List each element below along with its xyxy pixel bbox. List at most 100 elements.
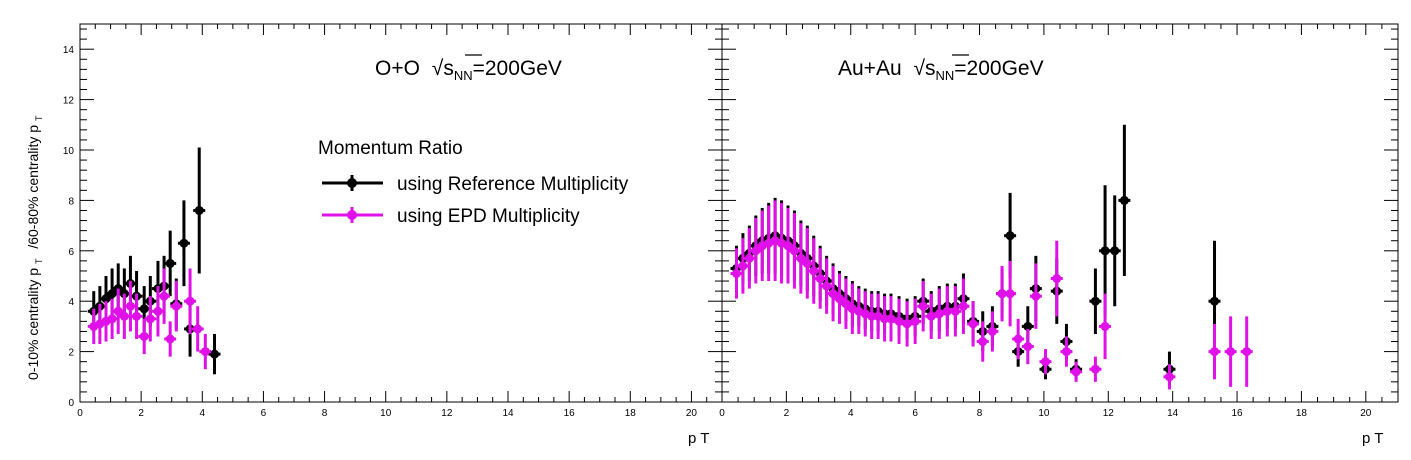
annotation-auau-system: Au+Au [838, 57, 902, 80]
y-axis-title-part1: 0-10% centrality p [25, 268, 41, 380]
data-point [1119, 195, 1129, 205]
x-tick-label: 8 [322, 408, 328, 419]
data-point [171, 301, 181, 311]
data-point [1110, 246, 1120, 256]
y-tick-label: 0 [68, 398, 74, 409]
legend-title: Momentum Ratio [318, 138, 463, 159]
data-point [125, 301, 135, 311]
data-point [1071, 367, 1081, 377]
annotation-oo-energy: =200GeV [473, 57, 562, 80]
data-point [751, 246, 761, 256]
x-tick-label: 4 [848, 408, 854, 419]
legend-epd-marker [347, 210, 357, 220]
y-axis-title-sub1: T [34, 258, 44, 264]
x-tick-label: 2 [138, 408, 144, 419]
data-point [1164, 372, 1174, 382]
y-tick-label: 8 [68, 196, 74, 207]
y-axis-title-sub2: T [34, 115, 44, 121]
data-point [997, 289, 1007, 299]
series-reference [87, 147, 221, 375]
data-point [1013, 334, 1023, 344]
data-point [880, 314, 890, 324]
y-tick-label: 12 [63, 96, 75, 107]
annotation-oo-s: s [443, 57, 454, 80]
annotation-auau-nn: NN [936, 68, 955, 83]
y-tick-label: 6 [68, 247, 74, 258]
annotation-oo-sqrt-sign: √ [432, 57, 444, 80]
legend-epd-label: using EPD Multiplicity [397, 206, 580, 227]
data-point [1023, 342, 1033, 352]
data-point [165, 334, 175, 344]
y-tick-label: 2 [68, 348, 74, 359]
x-axis-title: p T [688, 430, 709, 447]
data-point [809, 266, 819, 276]
data-point [978, 337, 988, 347]
series-epd [730, 200, 1253, 390]
y-tick-label: 4 [68, 297, 74, 308]
data-point [958, 301, 968, 311]
y-axis-title: 0-10% centrality p T /60-80% centrality … [25, 115, 45, 380]
data-point [1061, 347, 1071, 357]
data-point [139, 331, 149, 341]
data-point [1100, 321, 1110, 331]
data-point [834, 294, 844, 304]
data-point [179, 238, 189, 248]
x-tick-label: 18 [1296, 408, 1308, 419]
annotation-auau-sqrt-sign: √ [913, 57, 925, 80]
data-point [165, 258, 175, 268]
data-point [950, 306, 960, 316]
x-tick-label: 12 [441, 408, 453, 419]
data-point [139, 304, 149, 314]
data-point [1242, 347, 1252, 357]
data-point [802, 258, 812, 268]
x-tick-label: 14 [502, 408, 514, 419]
data-point [153, 306, 163, 316]
data-point [789, 246, 799, 256]
data-point [119, 311, 129, 321]
data-point [193, 324, 203, 334]
annotation-oo: O+O √sNN=200GeV [375, 57, 562, 83]
data-point [783, 241, 793, 251]
data-point [1031, 291, 1041, 301]
data-point [841, 299, 851, 309]
data-point [828, 289, 838, 299]
data-point [1226, 347, 1236, 357]
data-point [194, 205, 204, 215]
x-tick-label: 10 [1038, 408, 1050, 419]
x-tick-label: 16 [564, 408, 576, 419]
x-tick-label: 16 [1231, 408, 1243, 419]
data-point [145, 314, 155, 324]
data-point [1090, 364, 1100, 374]
data-point [910, 316, 920, 326]
y-tick-label: 14 [63, 45, 75, 56]
x-tick-label: 20 [686, 408, 698, 419]
data-point [1210, 296, 1220, 306]
annotation-auau-s: s [925, 57, 936, 80]
plot-frame [721, 23, 1399, 403]
annotation-auau-energy: =200GeV [954, 57, 1043, 80]
data-point [1041, 357, 1051, 367]
data-point [1100, 246, 1110, 256]
x-tick-label: 6 [261, 408, 267, 419]
legend-ref-marker [347, 178, 357, 188]
data-point [101, 294, 111, 304]
annotation-oo-system: O+O [375, 57, 420, 80]
data-point [1005, 231, 1015, 241]
x-tick-label: 6 [912, 408, 918, 419]
data-point [200, 347, 210, 357]
data-point [1005, 289, 1015, 299]
data-point [738, 261, 748, 271]
data-point [185, 296, 195, 306]
data-point [1023, 321, 1033, 331]
data-point [815, 274, 825, 284]
x-tick-label: 14 [1167, 408, 1179, 419]
data-point [867, 311, 877, 321]
data-point [107, 314, 117, 324]
x-tick-label: 8 [977, 408, 983, 419]
series-epd [87, 268, 212, 370]
annotation-auau: Au+Au √sNN=200GeV [838, 57, 1044, 83]
panel-auau: 0 2 4 6 8 10 12 14 16 18 20 p T [719, 23, 1399, 447]
x-tick-label: 12 [1103, 408, 1115, 419]
data-point [1210, 347, 1220, 357]
